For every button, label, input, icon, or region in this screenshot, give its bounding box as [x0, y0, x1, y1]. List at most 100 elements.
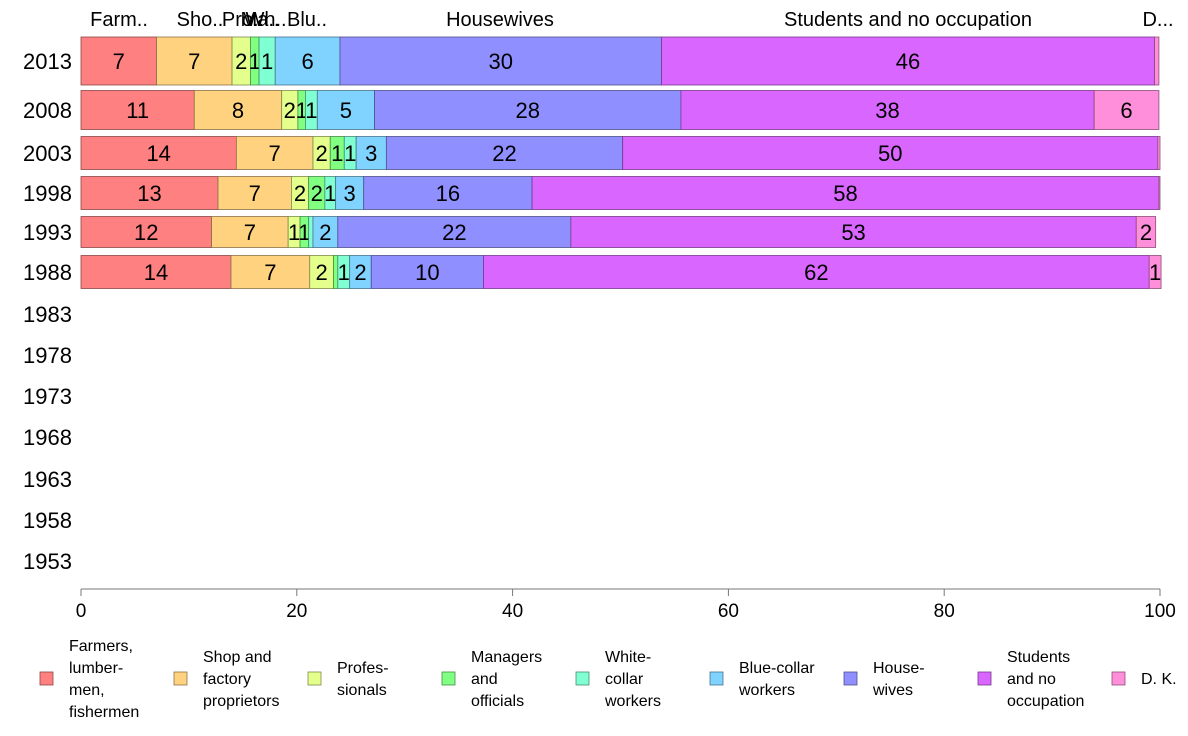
legend-swatch: [843, 671, 858, 686]
top-category-label: Pro..: [222, 9, 264, 31]
bar-segment: [337, 216, 572, 248]
legend-item: D. K.: [1111, 671, 1177, 688]
bar-segment: [1093, 90, 1160, 130]
data-label: 53: [841, 220, 865, 245]
legend-swatch: [709, 671, 724, 686]
data-label: 1: [261, 49, 273, 74]
bar-segment: [570, 216, 1137, 248]
x-axis: 0 20 40 60 80 100: [76, 588, 1176, 622]
top-category-label: Blu..: [287, 9, 327, 31]
legend-swatch: [39, 671, 54, 686]
data-label: 3: [365, 141, 377, 166]
bar-segment: [80, 255, 232, 289]
data-label: 38: [875, 98, 899, 123]
legend-label: White-collar workers: [604, 649, 661, 710]
data-label: 7: [264, 260, 276, 285]
data-label: 1: [296, 98, 308, 123]
legend-label: D. K.: [1141, 671, 1177, 688]
top-category-label: Wh..: [245, 9, 286, 31]
legend-item: Farmers, lumber-men, fishermen: [39, 638, 139, 721]
bar-segment: [622, 136, 1159, 170]
x-tick-label: 0: [76, 601, 87, 622]
bar-segment: [370, 255, 484, 289]
data-label: 16: [436, 181, 460, 206]
legend-label: Farmers, lumber-men, fishermen: [69, 638, 139, 721]
legend-item: House-wives: [843, 660, 925, 699]
y-tick-label: 1978: [23, 343, 72, 368]
data-label: 3: [344, 181, 356, 206]
data-label: 1: [331, 141, 343, 166]
y-tick-label: 1968: [23, 425, 72, 450]
top-category-label: D...: [1142, 9, 1173, 31]
data-label: 1: [338, 260, 350, 285]
data-label: 2: [311, 181, 323, 206]
data-label: 1: [288, 220, 300, 245]
data-label: 1: [324, 181, 336, 206]
legend-label: Blue-collar workers: [738, 660, 815, 699]
bar-segment: [355, 136, 387, 170]
data-label: 7: [269, 141, 281, 166]
y-tick-label: 1953: [23, 549, 72, 574]
data-label: 7: [113, 49, 125, 74]
legend-item: Profes-sionals: [307, 660, 389, 699]
data-label: 58: [833, 181, 857, 206]
data-label: 2: [1140, 220, 1152, 245]
bar-segment: [680, 90, 1095, 130]
data-label: 2: [315, 141, 327, 166]
bar-segment: [235, 136, 314, 170]
bar-segment: [363, 176, 533, 210]
bar-segment: [1148, 255, 1162, 289]
data-label: 1: [249, 49, 261, 74]
data-label: 7: [249, 181, 261, 206]
data-label: 10: [415, 260, 439, 285]
bar-segment: [1135, 216, 1157, 248]
bar-segment: [661, 36, 1156, 86]
data-label: 14: [146, 141, 170, 166]
legend-swatch: [1111, 671, 1126, 686]
data-label: 2: [284, 98, 296, 123]
data-label: 14: [144, 260, 168, 285]
legend-item: Managers and officials: [441, 649, 542, 710]
x-tick-label: 80: [934, 601, 955, 622]
legend-swatch: [977, 671, 992, 686]
data-label: 2: [235, 49, 247, 74]
bar-segment: [80, 36, 157, 86]
legend-swatch: [441, 671, 456, 686]
y-tick-label: 1998: [23, 181, 72, 206]
y-tick-label: 1973: [23, 384, 72, 409]
bar-segment: [308, 216, 314, 248]
data-label: 30: [488, 49, 512, 74]
legend-item: Students and no occupation: [977, 649, 1084, 710]
data-label: 8: [232, 98, 244, 123]
y-tick-label: 2013: [23, 49, 72, 74]
legend-item: Shop and factory proprietors: [173, 649, 279, 710]
x-tick-label: 60: [718, 601, 739, 622]
data-label: 1: [298, 220, 310, 245]
bar-segment: [1154, 36, 1160, 86]
bar-segment: [1157, 136, 1161, 170]
top-category-label: Ma..: [241, 9, 280, 31]
bar-segment: [339, 36, 662, 86]
y-tick-label: 1958: [23, 508, 72, 533]
legend-label: Profes-sionals: [337, 660, 389, 699]
data-label: 28: [515, 98, 539, 123]
x-tick-label: 40: [502, 601, 523, 622]
data-label: 22: [492, 141, 516, 166]
data-label: 62: [804, 260, 828, 285]
data-label: 1: [1149, 260, 1161, 285]
bar-segment: [217, 176, 292, 210]
top-category-label: Students and no occupation: [784, 9, 1032, 31]
data-label: 1: [305, 98, 317, 123]
legend-label: Shop and factory proprietors: [203, 649, 279, 710]
bar-segment: [316, 90, 375, 130]
top-category-label: Farm..: [90, 9, 148, 31]
data-label: 2: [354, 260, 366, 285]
data-label: 22: [442, 220, 466, 245]
legend-label: Students and no occupation: [1007, 649, 1084, 710]
data-label: 12: [134, 220, 158, 245]
data-label: 2: [315, 260, 327, 285]
bar-segment: [80, 136, 237, 170]
data-label: 46: [896, 49, 920, 74]
data-label: 13: [137, 181, 161, 206]
legend-item: White-collar workers: [575, 649, 661, 710]
